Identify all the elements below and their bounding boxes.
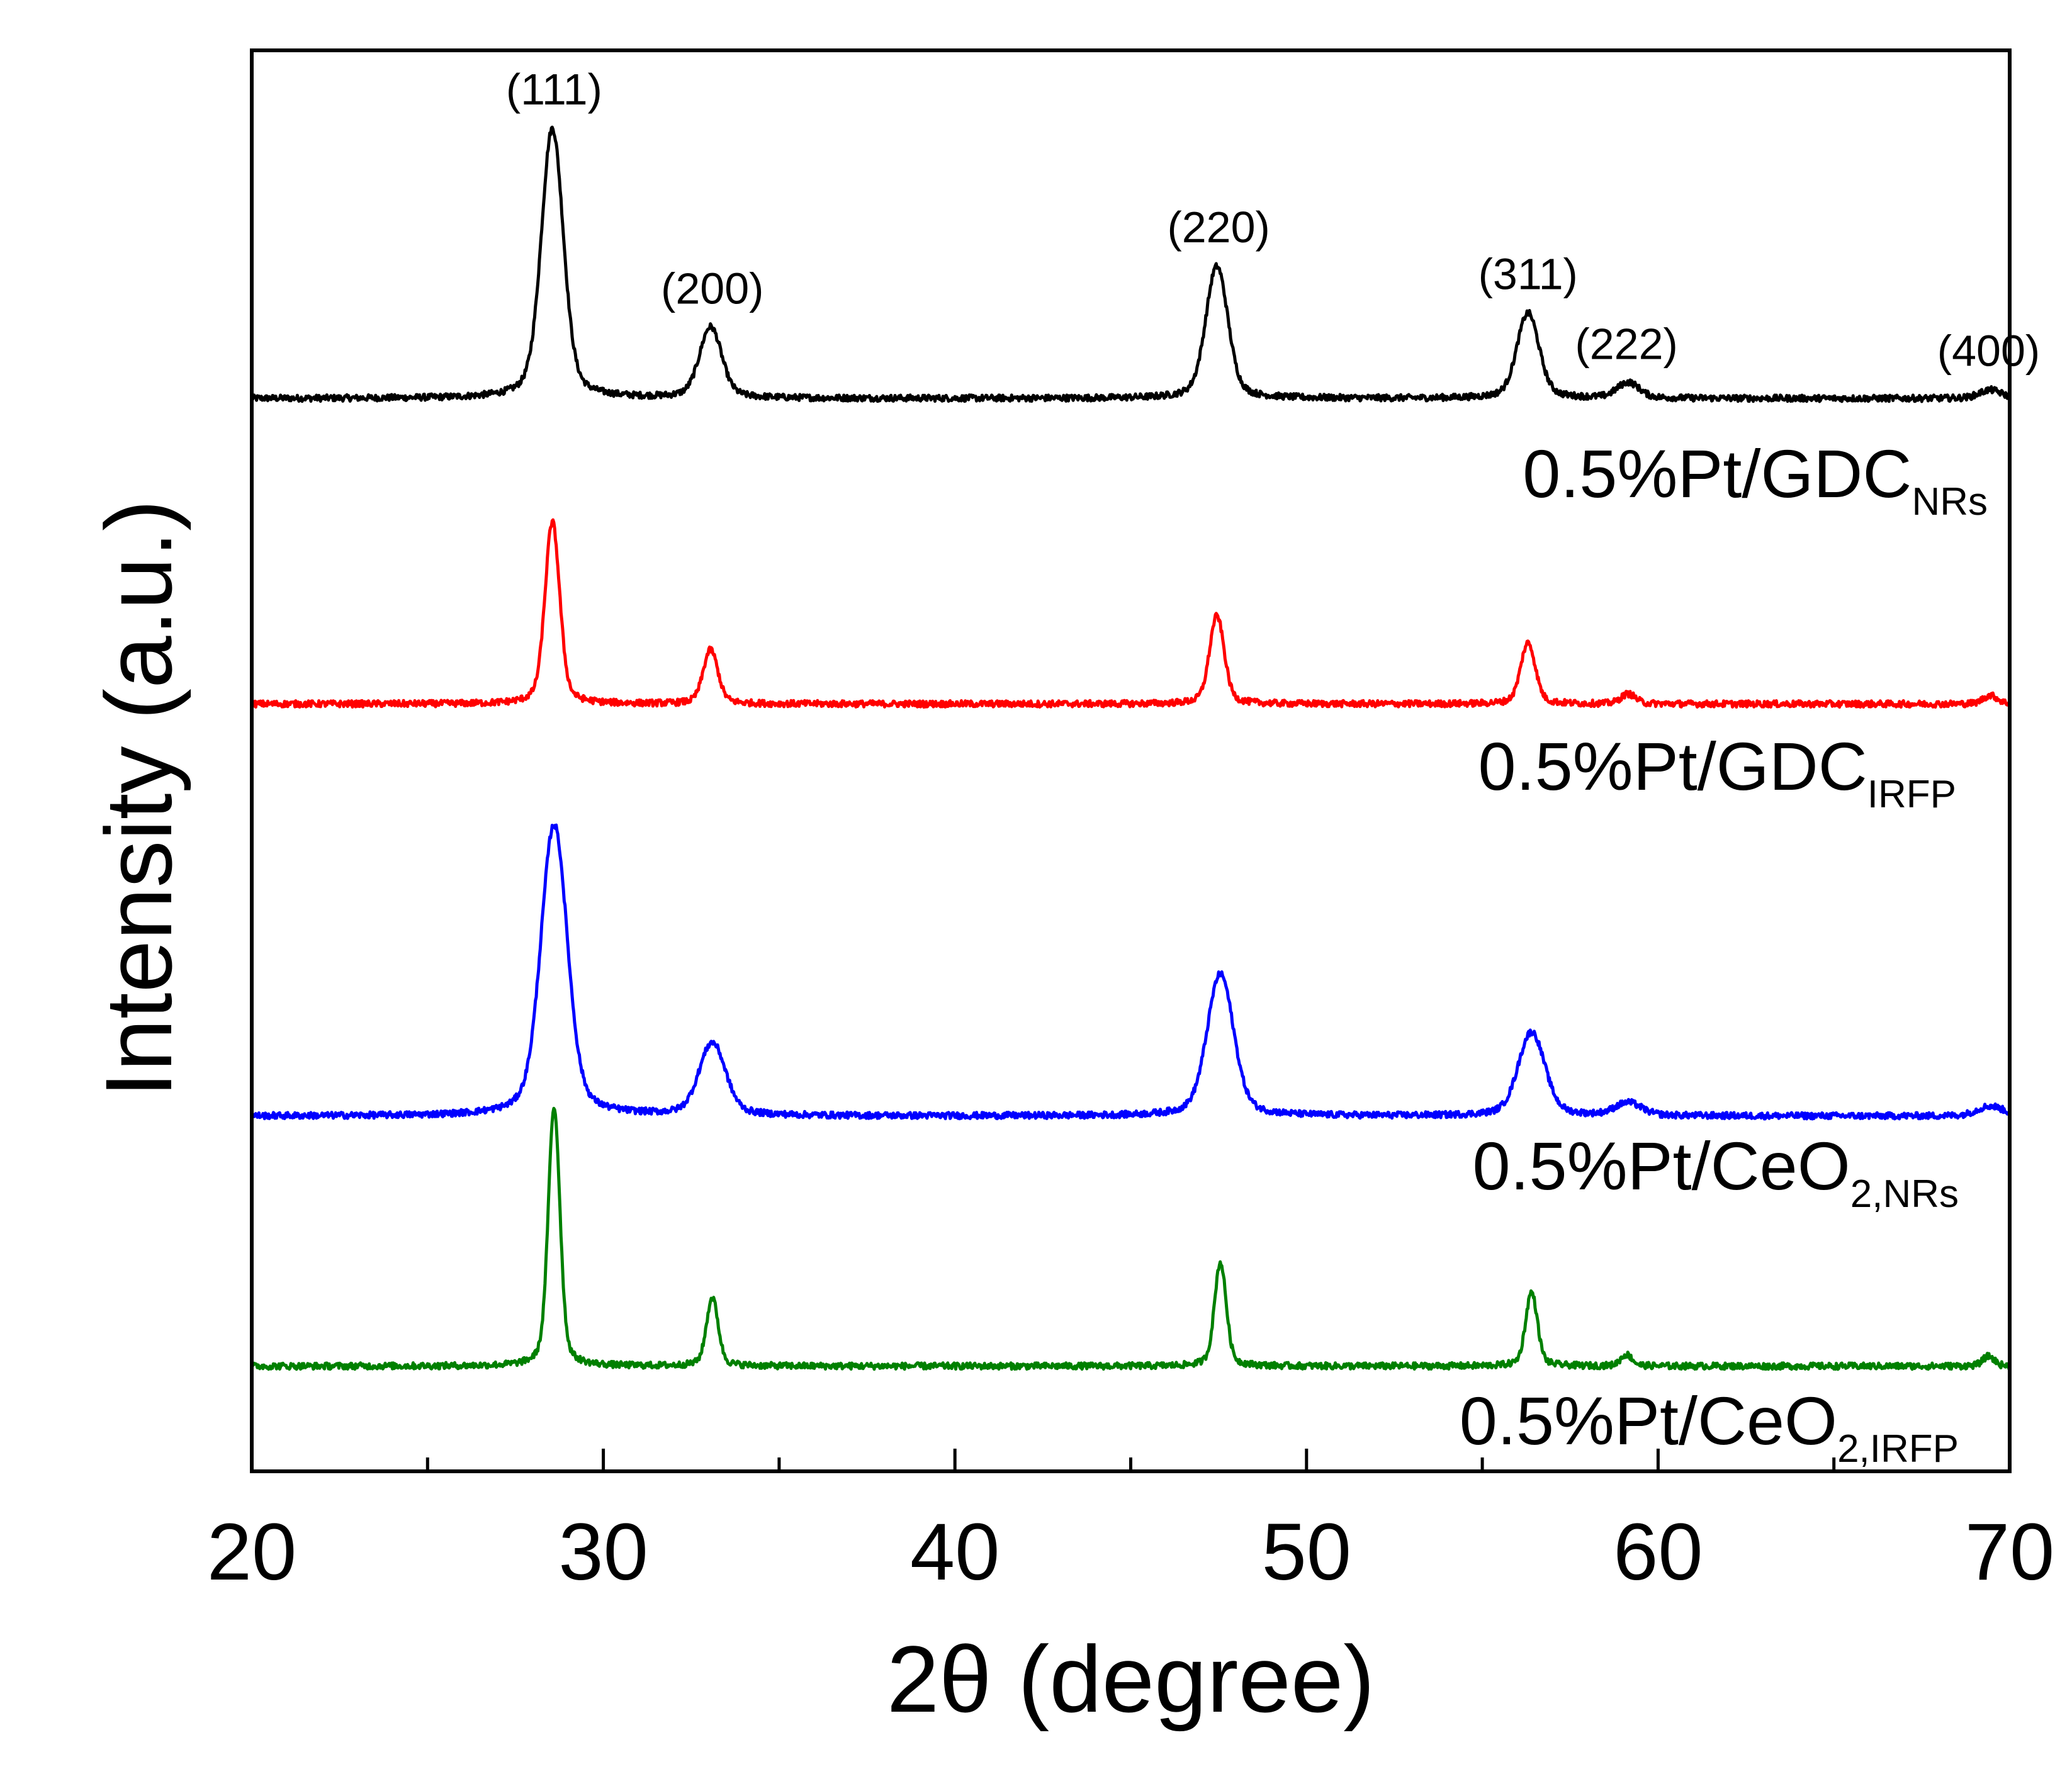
x-tick-label-30: 30 (558, 1507, 648, 1597)
series-line-0 (250, 125, 2012, 403)
series-label-main-3: 0.5%Pt/CeO (1460, 1383, 1837, 1459)
x-tick-label-20: 20 (207, 1507, 296, 1597)
x-tick-label-40: 40 (910, 1507, 999, 1597)
series-label-0: 0.5%Pt/GDCNRs (1523, 435, 1988, 524)
x-axis-tick-labels: 20 30 40 50 60 70 (207, 1507, 2054, 1597)
series-label-sub-0: NRs (1912, 480, 1988, 524)
y-axis-title: Intensity (a.u.) (86, 500, 191, 1098)
peak-label-2: (220) (1167, 203, 1270, 252)
x-axis-ticks (250, 1449, 2012, 1471)
series-line-3 (250, 1106, 2012, 1371)
peak-label-3: (311) (1478, 250, 1578, 299)
series-label-sub-1: IRFP (1867, 773, 1956, 816)
series-line-1 (251, 518, 2012, 709)
series-line-2 (250, 823, 2012, 1121)
series-label-main-1: 0.5%Pt/GDC (1478, 728, 1867, 804)
peak-label-5: (400) (1937, 327, 2040, 376)
peak-label-4: (222) (1575, 319, 1677, 368)
series-label-sub-2: 2,NRs (1850, 1172, 1959, 1216)
peak-label-0: (111) (506, 65, 602, 114)
x-tick-label-70: 70 (1965, 1507, 2054, 1597)
series-label-2: 0.5%Pt/CeO2,NRs (1472, 1128, 1959, 1216)
series-label-main-2: 0.5%Pt/CeO (1472, 1128, 1850, 1204)
series-traces (250, 125, 2012, 1371)
series-labels: 0.5%Pt/GDCNRs0.5%Pt/GDCIRFP0.5%Pt/CeO2,N… (1460, 435, 1988, 1471)
series-label-sub-3: 2,IRFP (1837, 1427, 1959, 1471)
series-label-3: 0.5%Pt/CeO2,IRFP (1460, 1383, 1959, 1471)
x-tick-label-50: 50 (1262, 1507, 1351, 1597)
x-tick-label-60: 60 (1613, 1507, 1703, 1597)
peak-label-1: (200) (661, 264, 763, 313)
x-axis-title: 2θ (degree) (887, 1626, 1375, 1732)
series-label-1: 0.5%Pt/GDCIRFP (1478, 728, 1956, 816)
series-label-main-0: 0.5%Pt/GDC (1523, 435, 1912, 512)
peak-labels: (111) (200) (220) (311) (222) (400) (506, 65, 2040, 375)
